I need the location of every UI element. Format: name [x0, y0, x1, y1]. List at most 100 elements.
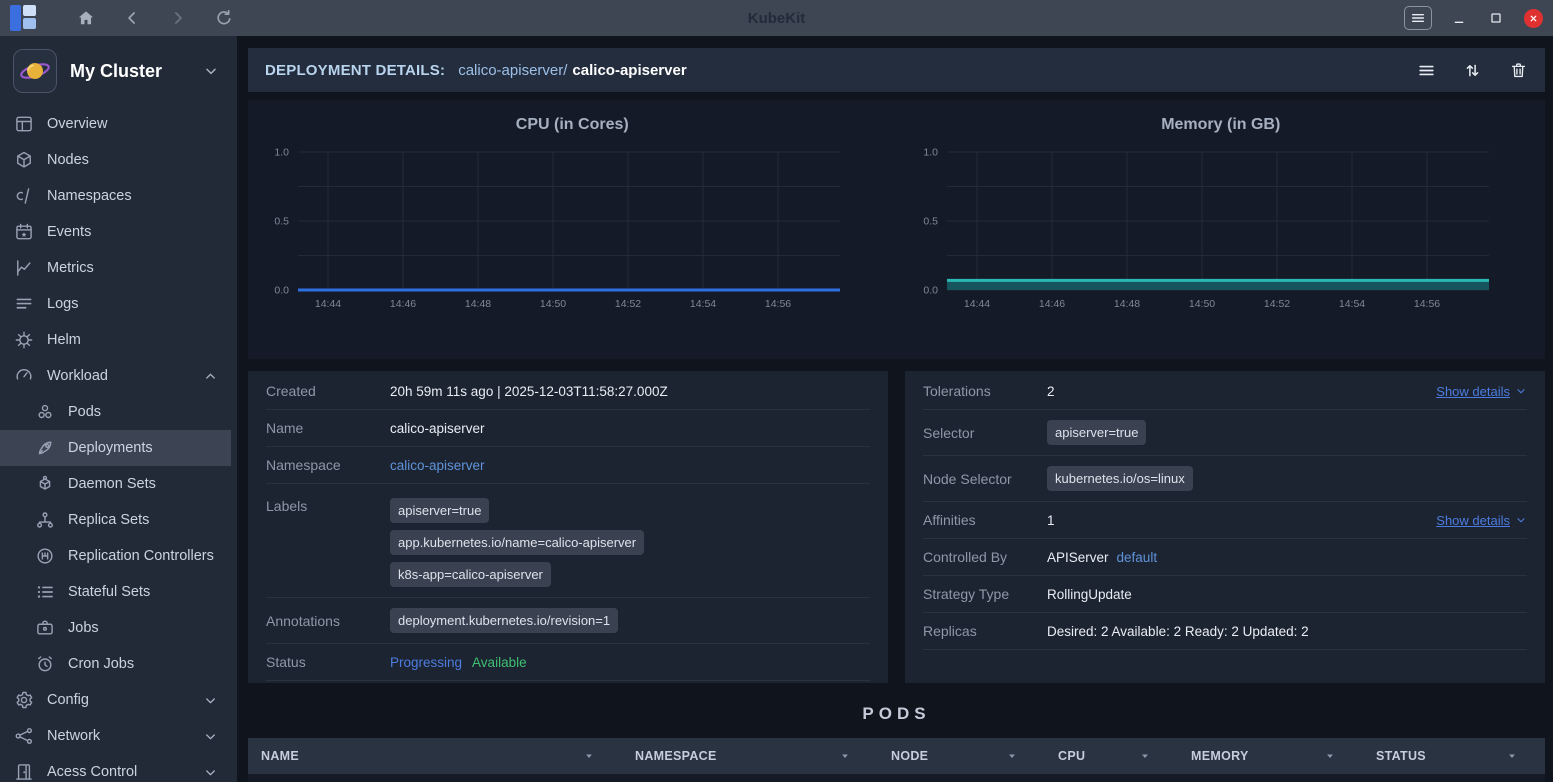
sidebar-item-helm[interactable]: Helm — [0, 322, 231, 358]
table-row[interactable]: calico-apiserver-5bddf9545c-9xvf7 calico… — [248, 774, 1545, 782]
filter-dropdown-icon[interactable] — [1505, 749, 1519, 763]
cpu-chart: CPU (in Cores) 14:4414:4614:4814:5014:52… — [248, 116, 897, 353]
replicas-label: Replicas — [923, 623, 1047, 639]
chip: k8s-app=calico-apiserver — [390, 562, 551, 587]
cron-jobs-icon — [35, 654, 55, 674]
status-row: Status Progressing Available — [266, 644, 870, 681]
memory-chart-title: Memory (in GB) — [897, 116, 1546, 134]
home-icon[interactable] — [76, 8, 96, 28]
selector-row: Selector apiserver=true — [923, 410, 1527, 456]
svg-text:14:50: 14:50 — [540, 298, 566, 310]
sidebar-item-label: Replica Sets — [68, 512, 149, 528]
replica-sets-icon — [35, 510, 55, 530]
svg-text:14:56: 14:56 — [765, 298, 791, 310]
app-window: KubeKit My Cluster OverviewNodesNamespac… — [0, 0, 1553, 782]
column-header-name[interactable]: NAME — [248, 749, 622, 763]
filter-dropdown-icon[interactable] — [838, 749, 852, 763]
breadcrumb-namespace-link[interactable]: calico-apiserver/ — [458, 62, 567, 79]
sidebar-item-stateful-sets[interactable]: Stateful Sets — [0, 574, 231, 610]
cpu-chart-plot: 14:4414:4614:4814:5014:5214:5414:560.00.… — [248, 140, 897, 353]
chevron-down-icon — [203, 729, 218, 744]
labels-label: Labels — [266, 498, 390, 514]
column-header-memory[interactable]: MEMORY — [1178, 749, 1363, 763]
sort-icon[interactable] — [1463, 61, 1482, 80]
sidebar-item-daemon-sets[interactable]: Daemon Sets — [0, 466, 231, 502]
sidebar-item-jobs[interactable]: Jobs — [0, 610, 231, 646]
memory-chart-plot: 14:4414:4614:4814:5014:5214:5414:560.00.… — [897, 140, 1546, 353]
created-label: Created — [266, 383, 390, 399]
details-section: Created 20h 59m 11s ago | 2025-12-03T11:… — [248, 371, 1545, 683]
helm-icon — [14, 330, 34, 350]
affinities-show-details[interactable]: Show details — [1436, 513, 1527, 528]
sidebar-item-label: Config — [47, 692, 89, 708]
chevron-up-icon — [203, 369, 218, 384]
chip: deployment.kubernetes.io/revision=1 — [390, 608, 618, 633]
column-header-namespace[interactable]: NAMESPACE — [622, 749, 878, 763]
column-header-cpu[interactable]: CPU — [1045, 749, 1178, 763]
nodes-icon — [14, 150, 34, 170]
name-label: Name — [266, 420, 390, 436]
svg-text:14:54: 14:54 — [690, 298, 716, 310]
replicas-value: Desired: 2 Available: 2 Ready: 2 Updated… — [1047, 624, 1309, 639]
sidebar-item-logs[interactable]: Logs — [0, 286, 231, 322]
cluster-name: My Cluster — [70, 61, 190, 82]
sidebar-item-cron-jobs[interactable]: Cron Jobs — [0, 646, 231, 682]
deployments-icon — [35, 438, 55, 458]
sidebar-item-events[interactable]: Events — [0, 214, 231, 250]
sidebar-item-metrics[interactable]: Metrics — [0, 250, 231, 286]
affinities-label: Affinities — [923, 512, 1047, 528]
namespace-link[interactable]: calico-apiserver — [390, 458, 485, 473]
back-icon[interactable] — [122, 8, 142, 28]
sidebar-item-label: Jobs — [68, 620, 99, 636]
svg-text:14:56: 14:56 — [1413, 298, 1439, 310]
forward-icon[interactable] — [168, 8, 188, 28]
maximize-button[interactable] — [1488, 10, 1504, 26]
sidebar-item-overview[interactable]: Overview — [0, 106, 231, 142]
sidebar-item-acess-control[interactable]: Acess Control — [0, 754, 231, 782]
controlled-by-link[interactable]: default — [1117, 550, 1158, 565]
sidebar-item-replication-controllers[interactable]: Replication Controllers — [0, 538, 231, 574]
filter-dropdown-icon[interactable] — [1138, 749, 1152, 763]
filter-dropdown-icon[interactable] — [1323, 749, 1337, 763]
sidebar-item-nodes[interactable]: Nodes — [0, 142, 231, 178]
status-progressing: Progressing — [390, 655, 462, 670]
column-header-status[interactable]: STATUS — [1363, 749, 1545, 763]
pods-section: PODS NAMENAMESPACENODECPUMEMORYSTATUS ca… — [248, 704, 1545, 782]
sidebar-item-label: Network — [47, 728, 100, 744]
sidebar-item-label: Deployments — [68, 440, 153, 456]
workload-icon — [14, 366, 34, 386]
sidebar-item-network[interactable]: Network — [0, 718, 231, 754]
close-button[interactable] — [1524, 9, 1543, 28]
app-menu-button[interactable] — [1404, 6, 1432, 30]
controlled-by-label: Controlled By — [923, 549, 1047, 565]
annotations-chips: deployment.kubernetes.io/revision=1 — [390, 608, 618, 633]
sidebar-item-config[interactable]: Config — [0, 682, 231, 718]
pods-section-title: PODS — [248, 704, 1545, 724]
svg-text:0.5: 0.5 — [923, 216, 938, 228]
sidebar-item-namespaces[interactable]: Namespaces — [0, 178, 231, 214]
delete-icon[interactable] — [1509, 61, 1528, 80]
refresh-icon[interactable] — [214, 8, 234, 28]
logs-icon — [14, 294, 34, 314]
filter-dropdown-icon[interactable] — [582, 749, 596, 763]
filter-dropdown-icon[interactable] — [1005, 749, 1019, 763]
pods-icon — [35, 402, 55, 422]
sidebar-item-label: Replication Controllers — [68, 548, 214, 564]
tolerations-show-details[interactable]: Show details — [1436, 384, 1527, 399]
svg-text:14:44: 14:44 — [963, 298, 989, 310]
sidebar-item-replica-sets[interactable]: Replica Sets — [0, 502, 231, 538]
sidebar-item-pods[interactable]: Pods — [0, 394, 231, 430]
svg-text:0.0: 0.0 — [274, 285, 289, 297]
sidebar-item-deployments[interactable]: Deployments — [0, 430, 231, 466]
sidebar-item-workload[interactable]: Workload — [0, 358, 231, 394]
column-header-node[interactable]: NODE — [878, 749, 1045, 763]
svg-text:0.0: 0.0 — [923, 285, 938, 297]
app-logo-icon — [10, 5, 36, 31]
list-menu-icon[interactable] — [1417, 61, 1436, 80]
svg-text:0.5: 0.5 — [274, 216, 289, 228]
charts-panel: CPU (in Cores) 14:4414:4614:4814:5014:52… — [248, 100, 1545, 359]
cluster-selector[interactable]: My Cluster — [0, 36, 237, 106]
svg-text:14:48: 14:48 — [1113, 298, 1139, 310]
minimize-button[interactable] — [1452, 10, 1468, 26]
svg-text:14:54: 14:54 — [1338, 298, 1364, 310]
